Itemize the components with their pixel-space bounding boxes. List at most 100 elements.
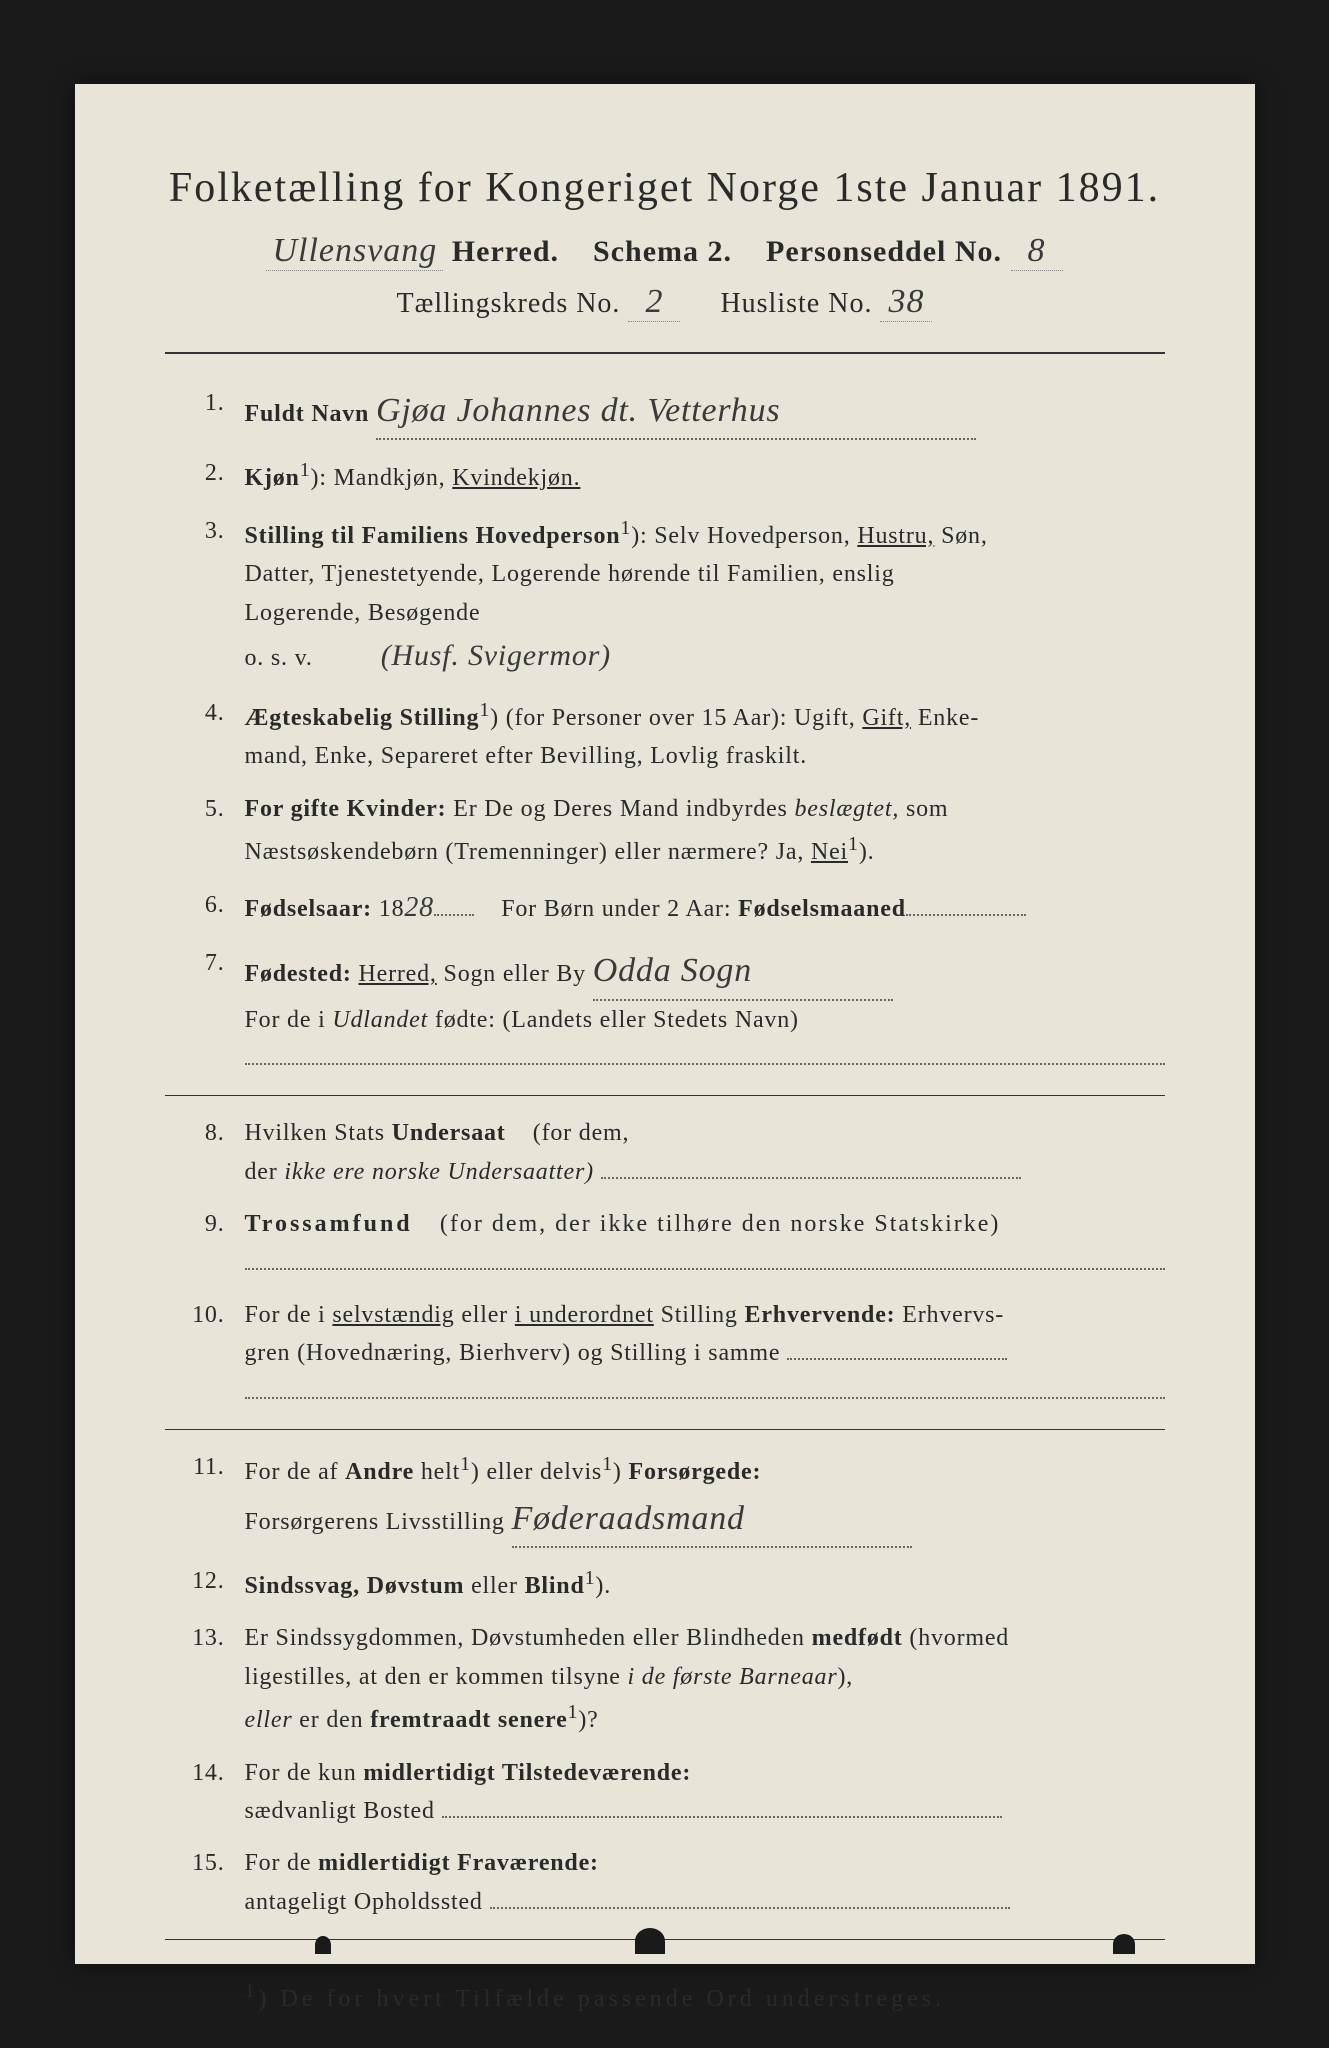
item-1-num: 1. [165, 384, 245, 440]
item-12: 12. Sindssvag, Døvstum eller Blind1). [165, 1562, 1165, 1605]
item-8-label-a: Hvilken Stats [245, 1120, 385, 1146]
item-3-line1-c: Søn, [941, 523, 988, 549]
item-7-num: 7. [165, 944, 245, 1077]
item-13-line3-c: fremtraadt senere [370, 1707, 567, 1733]
item-11-sup2: 1 [602, 1453, 613, 1475]
item-11-text-c: helt [421, 1459, 460, 1485]
item-15-num: 15. [165, 1844, 245, 1921]
item-11-text-b: Andre [345, 1459, 414, 1485]
item-15-line2: antageligt Opholdssted [245, 1889, 483, 1915]
footnote-sup: 1 [245, 1980, 259, 2002]
herred-handwritten: Ullensvang [266, 232, 443, 271]
divider-bottom [165, 1939, 1165, 1940]
item-15: 15. For de midlertidigt Fraværende: anta… [165, 1844, 1165, 1921]
item-13-line2-b: i de første Barneaar [628, 1664, 838, 1690]
item-11-hw: Føderaadsmand [512, 1500, 745, 1537]
herred-label: Herred. [452, 235, 559, 268]
item-10: 10. For de i selvstændig eller i underor… [165, 1296, 1165, 1411]
item-11-num: 11. [165, 1448, 245, 1548]
item-7-line2-c: fødte: (Landets eller Stedets Navn) [435, 1007, 799, 1033]
item-7-text-b: Sogn eller By [444, 961, 586, 987]
item-10-num: 10. [165, 1296, 245, 1411]
item-13-text-b: medfødt [812, 1625, 903, 1651]
item-10-text-c: eller [461, 1302, 508, 1328]
item-7: 7. Fødested: Herred, Sogn eller By Odda … [165, 944, 1165, 1077]
item-6: 6. Fødselsaar: 1828 For Børn under 2 Aar… [165, 886, 1165, 931]
item-10-text-a: For de i [245, 1302, 326, 1328]
item-14-line2: sædvanligt Bosted [245, 1798, 435, 1824]
item-10-line2: gren (Hovednæring, Bierhverv) og Stillin… [245, 1340, 781, 1366]
item-13-sup: 1 [568, 1701, 579, 1723]
item-2-text-b: Kvindekjøn. [452, 465, 580, 491]
item-10-text-f: Erhvervende: [745, 1302, 896, 1328]
item-14-text-b: midlertidigt Tilstedeværende: [363, 1760, 691, 1786]
husliste-no: 38 [880, 283, 932, 322]
item-13-line3-a: eller [245, 1707, 293, 1733]
item-9-text: (for dem, der ikke tilhøre den norske St… [440, 1211, 1001, 1237]
item-3-line3: Logerende, Besøgende [245, 600, 481, 626]
item-2-sup: 1 [300, 459, 311, 481]
item-6-year-prefix: 18 [379, 896, 405, 922]
item-3-sup: 1 [620, 517, 631, 539]
item-13-line2-c: ), [838, 1664, 854, 1690]
item-6-text2: For Børn under 2 Aar: [501, 896, 731, 922]
item-13-text-c: (hvormed [909, 1625, 1009, 1651]
item-3-hw: (Husf. Svigermor) [381, 639, 611, 672]
item-7-hw: Odda Sogn [593, 952, 752, 989]
item-1: 1. Fuldt Navn Gjøa Johannes dt. Vetterhu… [165, 384, 1165, 440]
item-14: 14. For de kun midlertidigt Tilstedevære… [165, 1754, 1165, 1831]
item-9: 9. Trossamfund (for dem, der ikke tilhør… [165, 1205, 1165, 1282]
kreds-label: Tællingskreds No. [397, 288, 621, 319]
item-2-label: Kjøn [245, 465, 300, 491]
item-12-text-b: eller [471, 1573, 518, 1599]
item-11-text-e: delvis [540, 1459, 602, 1485]
item-3-line2: Datter, Tjenestetyende, Logerende hørend… [245, 561, 895, 587]
item-13-text-a: Er Sindssygdommen, Døvstumheden eller Bl… [245, 1625, 805, 1651]
divider-top [165, 352, 1165, 354]
item-3-label: Stilling til Familiens Hovedperson [245, 523, 621, 549]
item-9-label: Trossamfund [245, 1211, 413, 1237]
item-6-label2: Fødselsmaaned [738, 896, 906, 922]
item-12-num: 12. [165, 1562, 245, 1605]
personseddel-label: Personseddel No. [766, 235, 1002, 268]
item-11: 11. For de af Andre helt1) eller delvis1… [165, 1448, 1165, 1548]
item-9-dotted-line [245, 1244, 1165, 1270]
item-14-num: 14. [165, 1754, 245, 1831]
item-13: 13. Er Sindssygdommen, Døvstumheden elle… [165, 1619, 1165, 1739]
item-2-text-a: Mandkjøn, [334, 465, 446, 491]
schema-label: Schema 2. [593, 235, 732, 268]
item-5-line2-c: ). [859, 839, 875, 865]
divider-mid-2 [165, 1429, 1165, 1430]
item-1-label: Fuldt Navn [245, 401, 370, 427]
item-7-line2-b: Udlandet [332, 1007, 428, 1033]
item-1-hw: Gjøa Johannes dt. Vetterhus [376, 392, 780, 429]
item-7-dotted-line [245, 1039, 1165, 1065]
item-8-line2-b: ikke ere norske Undersaatter) [284, 1159, 594, 1185]
item-7-text-a: Herred, [359, 961, 437, 987]
item-12-text-c: Blind [525, 1573, 585, 1599]
item-4-text1-c: Enke- [918, 705, 979, 731]
item-3-line1-b: Hustru, [857, 523, 934, 549]
item-12-text-a: Sindssvag, Døvstum [245, 1573, 465, 1599]
item-3-num: 3. [165, 512, 245, 680]
item-2: 2. Kjøn1): Mandkjøn, Kvindekjøn. [165, 454, 1165, 497]
item-15-text-b: midlertidigt Fraværende: [318, 1850, 599, 1876]
item-10-text-d: i underordnet [515, 1302, 654, 1328]
page-title: Folketælling for Kongeriget Norge 1ste J… [165, 164, 1165, 212]
page-damage-1 [315, 1936, 331, 1954]
item-3: 3. Stilling til Familiens Hovedperson1):… [165, 512, 1165, 680]
divider-mid-1 [165, 1095, 1165, 1096]
item-4-label: Ægteskabelig Stilling [245, 705, 480, 731]
husliste-label: Husliste No. [720, 288, 872, 319]
item-12-text-d: ). [595, 1573, 611, 1599]
item-4-text1: (for Personer over 15 Aar): Ugift, [506, 705, 856, 731]
item-11-text-f: Forsørgede: [628, 1459, 761, 1485]
item-14-text-a: For de kun [245, 1760, 357, 1786]
page-damage-2 [635, 1928, 665, 1954]
item-8-num: 8. [165, 1114, 245, 1191]
item-6-label: Fødselsaar: [245, 896, 372, 922]
item-11-line2: Forsørgerens Livsstilling [245, 1509, 505, 1535]
item-8: 8. Hvilken Stats Undersaat (for dem, der… [165, 1114, 1165, 1191]
page-damage-3 [1113, 1934, 1135, 1954]
item-9-num: 9. [165, 1205, 245, 1282]
